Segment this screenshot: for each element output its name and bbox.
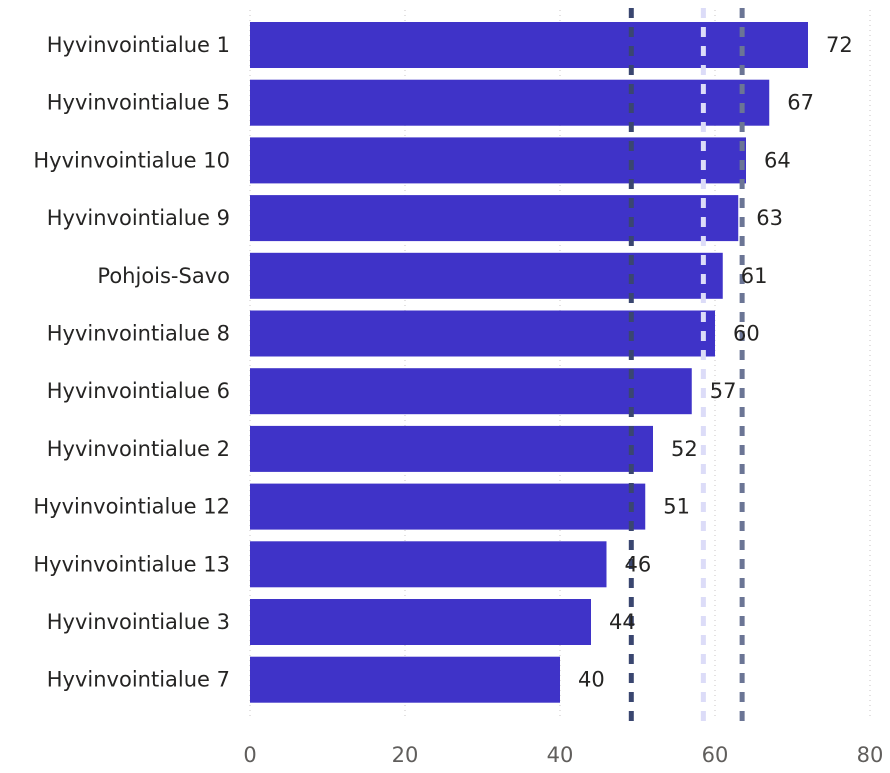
data-label: 46 <box>625 552 652 576</box>
bar[interactable] <box>250 252 723 299</box>
x-tick-label: 60 <box>702 743 729 767</box>
x-axis-ticks: 0 20 40 60 80 <box>243 743 883 767</box>
category-label: Pohjois-Savo <box>97 264 230 288</box>
category-label: Hyvinvointialue 13 <box>33 552 230 576</box>
bar[interactable] <box>250 368 692 415</box>
data-label: 61 <box>741 264 768 288</box>
bar[interactable] <box>250 425 653 472</box>
bar[interactable] <box>250 195 739 242</box>
bar[interactable] <box>250 483 646 530</box>
x-tick-label: 80 <box>857 743 884 767</box>
data-label: 64 <box>764 148 791 172</box>
category-label: Hyvinvointialue 6 <box>47 379 230 403</box>
data-label: 67 <box>787 91 814 115</box>
data-label: 51 <box>663 495 690 519</box>
category-label: Hyvinvointialue 12 <box>33 495 230 519</box>
category-label: Hyvinvointialue 2 <box>47 437 230 461</box>
category-label: Hyvinvointialue 10 <box>33 148 230 172</box>
bar[interactable] <box>250 599 591 645</box>
data-label: 57 <box>710 379 737 403</box>
bar[interactable] <box>250 137 746 184</box>
bar[interactable] <box>250 310 715 357</box>
category-labels: Hyvinvointialue 1 Hyvinvointialue 5 Hyvinv… <box>33 33 230 692</box>
data-labels: 72 67 64 63 61 60 57 52 51 46 44 40 <box>578 33 853 692</box>
category-label: Hyvinvointialue 1 <box>47 33 230 57</box>
data-label: 60 <box>733 322 760 346</box>
reference-lines <box>628 8 745 724</box>
bar[interactable] <box>250 541 607 588</box>
data-label: 63 <box>756 206 783 230</box>
x-tick-label: 20 <box>392 743 419 767</box>
bar[interactable] <box>250 656 560 703</box>
bar[interactable] <box>250 22 808 68</box>
category-label: Hyvinvointialue 9 <box>47 206 230 230</box>
data-label: 44 <box>609 610 636 634</box>
bar[interactable] <box>250 79 770 126</box>
data-label: 72 <box>826 33 853 57</box>
x-tick-label: 0 <box>243 743 256 767</box>
category-label: Hyvinvointialue 8 <box>47 322 230 346</box>
bars <box>250 22 808 703</box>
data-label: 40 <box>578 668 605 692</box>
category-label: Hyvinvointialue 7 <box>47 668 230 692</box>
x-tick-label: 40 <box>547 743 574 767</box>
category-label: Hyvinvointialue 5 <box>47 91 230 115</box>
data-label: 52 <box>671 437 698 461</box>
category-label: Hyvinvointialue 3 <box>47 610 230 634</box>
